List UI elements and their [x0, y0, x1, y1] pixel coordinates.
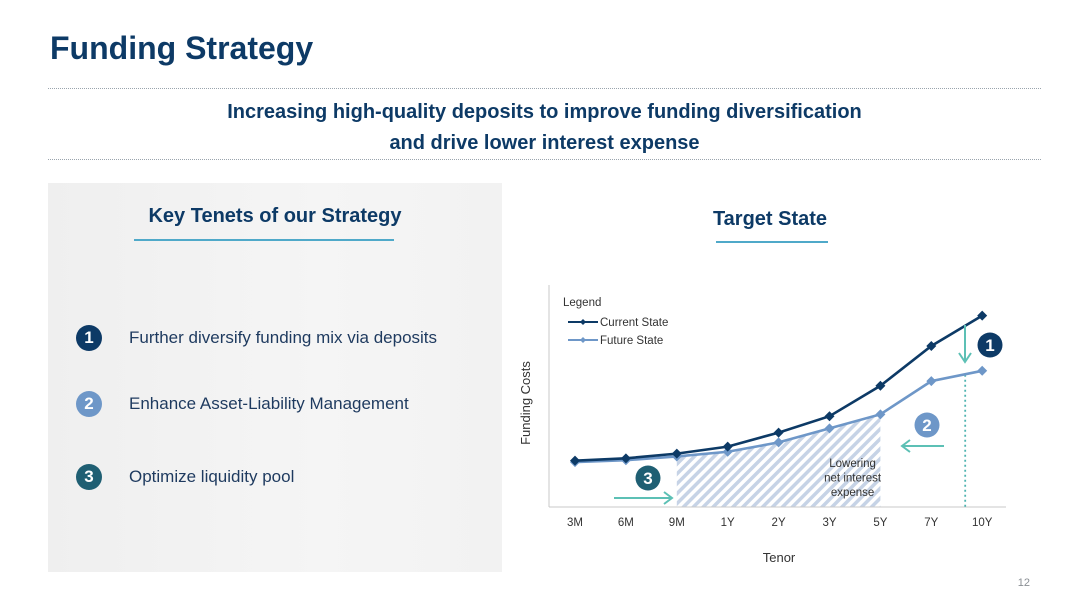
page-title: Funding Strategy [50, 30, 314, 66]
series-1-point-2Y [773, 437, 784, 448]
annotation-number-1: 1 [985, 336, 994, 355]
tenet-item-2: 2 Enhance Asset-Liability Management [76, 391, 409, 417]
x-tick-label-7Y: 7Y [924, 517, 938, 529]
bottom-divider [48, 159, 1041, 160]
x-tick-label-3M: 3M [567, 517, 583, 529]
page-subtitle: Increasing high-quality deposits to impr… [48, 97, 1041, 159]
legend-label-1: Future State [600, 335, 663, 347]
series-0-point-10Y [977, 310, 988, 321]
annotation-badge-1 [977, 332, 1003, 358]
series-0-point-6M [620, 453, 631, 464]
series-0-point-5Y [875, 380, 886, 391]
shaded-region-label-line-2: net interest [824, 473, 882, 485]
legend-marker-0 [580, 319, 586, 325]
x-tick-label-2Y: 2Y [772, 517, 786, 529]
series-1-point-1Y [722, 446, 733, 457]
series-1-point-5Y [875, 409, 886, 420]
shaded-region-label-line-1: Lowering [829, 458, 876, 470]
series-0-point-9M [671, 448, 682, 459]
series-0-point-7Y [926, 341, 937, 351]
x-axis-label: Tenor [763, 550, 796, 565]
series-1-point-3Y [824, 423, 835, 434]
series-0-point-3Y [824, 411, 835, 422]
tenet-item-3: 3 Optimize liquidity pool [76, 464, 294, 490]
subtitle-line-2: and drive lower interest expense [389, 132, 700, 154]
series-0-point-2Y [773, 427, 784, 438]
series-1-point-7Y [926, 376, 937, 387]
x-tick-label-3Y: 3Y [822, 517, 836, 529]
legend-marker-1 [580, 337, 586, 343]
tenet-item-1: 1 Further diversify funding mix via depo… [76, 325, 437, 351]
top-divider [48, 88, 1041, 89]
tenet-number-badge-1: 1 [76, 325, 102, 351]
x-tick-label-9M: 9M [669, 517, 685, 529]
key-tenets-underline [134, 239, 394, 241]
x-tick-label-10Y: 10Y [972, 517, 993, 529]
key-tenets-heading: Key Tenets of our Strategy [148, 205, 402, 227]
annotation-badge-2 [914, 412, 940, 438]
tenet-number-badge-2: 2 [76, 391, 102, 417]
x-tick-label-6M: 6M [618, 517, 634, 529]
key-tenets-panel: Key Tenets of our Strategy 1 Further div… [48, 183, 502, 572]
page-number: 12 [1017, 577, 1030, 589]
shaded-region-label-line-3: expense [831, 487, 874, 499]
tenet-text-1: Further diversify funding mix via deposi… [129, 328, 438, 347]
arrow-1-head [958, 352, 972, 364]
subtitle-line-1: Increasing high-quality deposits to impr… [227, 101, 862, 123]
annotation-badge-3 [635, 465, 661, 491]
arrow-2-head [900, 439, 911, 453]
x-tick-label-1Y: 1Y [721, 517, 735, 529]
legend-title: Legend [563, 297, 601, 309]
annotation-number-3: 3 [643, 469, 652, 488]
arrow-3-head [663, 491, 674, 505]
tenet-number-badge-3: 3 [76, 464, 102, 490]
tenet-text-2: Enhance Asset-Liability Management [129, 394, 409, 413]
tenet-text-3: Optimize liquidity pool [129, 467, 295, 486]
annotation-number-2: 2 [922, 416, 931, 435]
series-0-point-1Y [722, 441, 733, 452]
shaded-region-net-interest [676, 414, 881, 507]
x-tick-label-5Y: 5Y [873, 517, 887, 529]
y-axis-label: Funding Costs [518, 361, 533, 445]
series-0-point-3M [570, 455, 580, 466]
legend-label-0: Current State [600, 317, 668, 329]
target-state-underline [716, 241, 828, 243]
target-state-heading: Target State [712, 208, 828, 230]
series-1-point-10Y [977, 365, 988, 376]
